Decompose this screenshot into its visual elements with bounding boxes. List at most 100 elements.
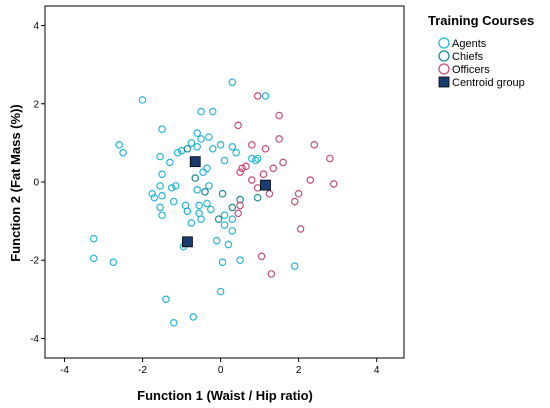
y-tick-label-3: 2 [33, 99, 39, 110]
tick-labels: -4 -2 0 2 4 -4 -2 0 2 4 [30, 21, 380, 376]
point-officers-2 [275, 111, 283, 120]
legend-item-chiefs: Chiefs [438, 50, 484, 63]
y-tick-label-1: -2 [30, 256, 39, 267]
point-agents-17 [228, 143, 237, 151]
point-chiefs-3 [218, 189, 227, 198]
point-agents-44 [207, 205, 215, 214]
point-agents-36 [169, 197, 178, 206]
point-agents-31 [193, 186, 201, 194]
point-officers-7 [326, 154, 334, 163]
point-officers-25 [267, 270, 276, 278]
point-officers-12 [269, 164, 278, 173]
point-agents-63 [169, 318, 178, 327]
point-officers-6 [310, 141, 319, 149]
point-agents-46 [228, 215, 237, 223]
point-officers-1 [234, 121, 242, 130]
point-officers-24 [257, 252, 266, 261]
point-officers-19 [294, 189, 303, 198]
point-agents-10 [216, 141, 225, 149]
point-centroid-group-2 [182, 236, 193, 248]
x-tick-label-1: -2 [138, 365, 147, 376]
legend-marker-centroid-group [438, 76, 450, 88]
point-agents-16 [119, 148, 127, 157]
point-agents-51 [212, 236, 221, 245]
point-agents-6 [193, 129, 201, 137]
point-agents-42 [203, 199, 211, 208]
point-agents-14 [173, 148, 182, 157]
legend-label-agents: Agents [452, 38, 487, 50]
point-officers-3 [275, 135, 283, 143]
point-agents-49 [187, 219, 196, 227]
point-agents-37 [156, 203, 164, 212]
point-agents-40 [183, 207, 192, 216]
point-agents-50 [197, 215, 205, 223]
point-chiefs-2 [201, 187, 209, 196]
point-agents-29 [203, 164, 211, 173]
point-agents-12 [208, 144, 217, 153]
point-agents-3 [197, 107, 205, 116]
x-tick-label-4: 4 [374, 365, 380, 376]
point-officers-0 [253, 92, 262, 100]
point-agents-20 [253, 154, 262, 163]
point-agents-45 [220, 211, 229, 220]
point-officers-8 [279, 158, 287, 167]
legend-item-officers: Officers [438, 63, 490, 76]
legend: Training Courses Agents Chiefs Officers … [428, 13, 534, 89]
x-tick-label-0: -4 [60, 365, 69, 376]
point-officers-16 [329, 180, 338, 188]
point-agents-61 [162, 295, 170, 304]
y-tick-label-4: 4 [33, 21, 39, 32]
point-agents-33 [158, 191, 166, 200]
point-agents-9 [187, 139, 196, 147]
point-agents-56 [109, 258, 118, 266]
point-agents-59 [290, 262, 299, 270]
point-agents-38 [158, 211, 166, 220]
point-agents-35 [150, 193, 159, 202]
point-agents-57 [218, 258, 227, 266]
point-officers-4 [248, 141, 256, 149]
legend-marker-officers [438, 63, 450, 75]
point-agents-30 [199, 168, 207, 177]
point-agents-5 [158, 125, 166, 134]
point-officers-23 [296, 225, 305, 233]
legend-marker-chiefs [438, 50, 450, 62]
point-agents-48 [228, 227, 237, 235]
x-tick-label-2: 0 [218, 365, 224, 376]
point-agents-28 [220, 156, 229, 165]
data-points [89, 78, 338, 327]
point-agents-15 [115, 141, 123, 149]
point-agents-21 [251, 156, 260, 165]
point-agents-34 [148, 189, 157, 198]
point-agents-24 [158, 170, 166, 178]
legend-label-chiefs: Chiefs [452, 51, 484, 63]
point-agents-27 [171, 182, 180, 190]
point-agents-7 [205, 133, 213, 141]
point-chiefs-7 [228, 203, 237, 212]
point-agents-0 [138, 96, 147, 104]
point-chiefs-1 [191, 174, 200, 182]
legend-item-agents: Agents [438, 37, 487, 50]
point-agents-23 [166, 158, 174, 167]
point-chiefs-0 [183, 144, 192, 153]
point-agents-55 [89, 254, 98, 263]
point-agents-2 [261, 92, 270, 100]
point-centroid-group-1 [260, 179, 271, 191]
point-officers-14 [248, 176, 256, 184]
point-chiefs-4 [214, 215, 223, 223]
y-tick-label-2: 0 [33, 178, 39, 189]
point-agents-47 [220, 221, 229, 229]
legend-label-centroid-group: Centroid group [452, 77, 525, 89]
point-officers-9 [242, 162, 250, 171]
point-agents-8 [197, 135, 205, 143]
plot-area [44, 5, 405, 359]
y-tick-label-0: -4 [30, 334, 39, 345]
plot-frame [41, 5, 405, 362]
point-officers-5 [261, 144, 270, 153]
point-agents-4 [208, 107, 217, 116]
point-officers-15 [306, 176, 315, 184]
x-tick-label-3: 2 [296, 365, 302, 376]
x-axis-title: Function 1 (Waist / Hip ratio) [137, 388, 313, 403]
point-agents-18 [232, 148, 241, 157]
point-agents-25 [156, 182, 164, 190]
